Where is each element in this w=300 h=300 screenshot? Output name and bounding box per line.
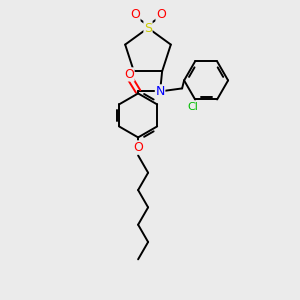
Text: O: O [124,68,134,81]
Text: O: O [156,8,166,22]
Text: O: O [133,141,143,154]
Text: S: S [144,22,152,34]
Text: Cl: Cl [188,103,199,112]
Text: O: O [130,8,140,22]
Text: N: N [155,85,165,98]
